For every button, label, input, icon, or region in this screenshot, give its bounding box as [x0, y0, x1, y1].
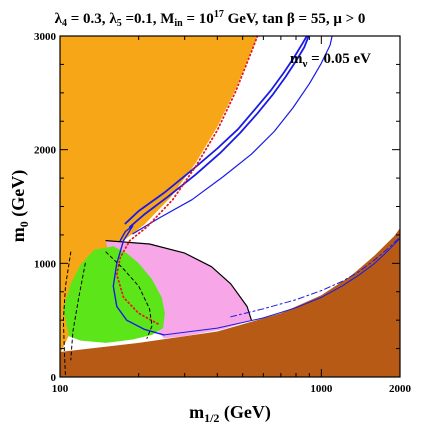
red-dotted-curve	[115, 36, 259, 326]
x-tick-label: 2000	[389, 383, 412, 395]
y-tick-label: 0	[51, 372, 57, 384]
x-tick-label: 100	[52, 383, 69, 395]
black-dashed-curve-2	[70, 262, 86, 361]
black-dashed-curve-3	[105, 251, 153, 339]
neutrino-mass-annotation: mν = 0.05 eV	[290, 51, 371, 70]
chart-title: λ4 = 0.3, λ5 =0.1, Min = 1017 GeV, tan β…	[55, 9, 366, 29]
curves-layer	[62, 36, 400, 377]
blue-dashdot-line	[230, 236, 400, 318]
pink-boundary-curve	[105, 240, 252, 321]
plot-area	[60, 36, 400, 377]
y-tick-label: 3000	[34, 31, 57, 43]
orange-region	[60, 36, 258, 355]
ticks-layer: 100 1000 2000 0 1000 2000 3000	[34, 31, 412, 395]
regions-layer	[60, 36, 400, 377]
blue-outer-curve	[132, 36, 333, 235]
blue-lower-line	[163, 237, 400, 336]
blue-band-curve-2	[128, 36, 310, 228]
y-tick-label: 1000	[34, 258, 57, 270]
y-axis-label: m0 (GeV)	[8, 170, 31, 242]
brown-region	[60, 228, 400, 377]
blue-band-curve-1	[124, 36, 308, 225]
blue-inner-curve	[112, 225, 165, 336]
y-tick-label: 2000	[34, 145, 57, 157]
x-axis-label: m1/2 (GeV)	[189, 402, 271, 425]
x-tick-label: 1000	[310, 383, 333, 395]
